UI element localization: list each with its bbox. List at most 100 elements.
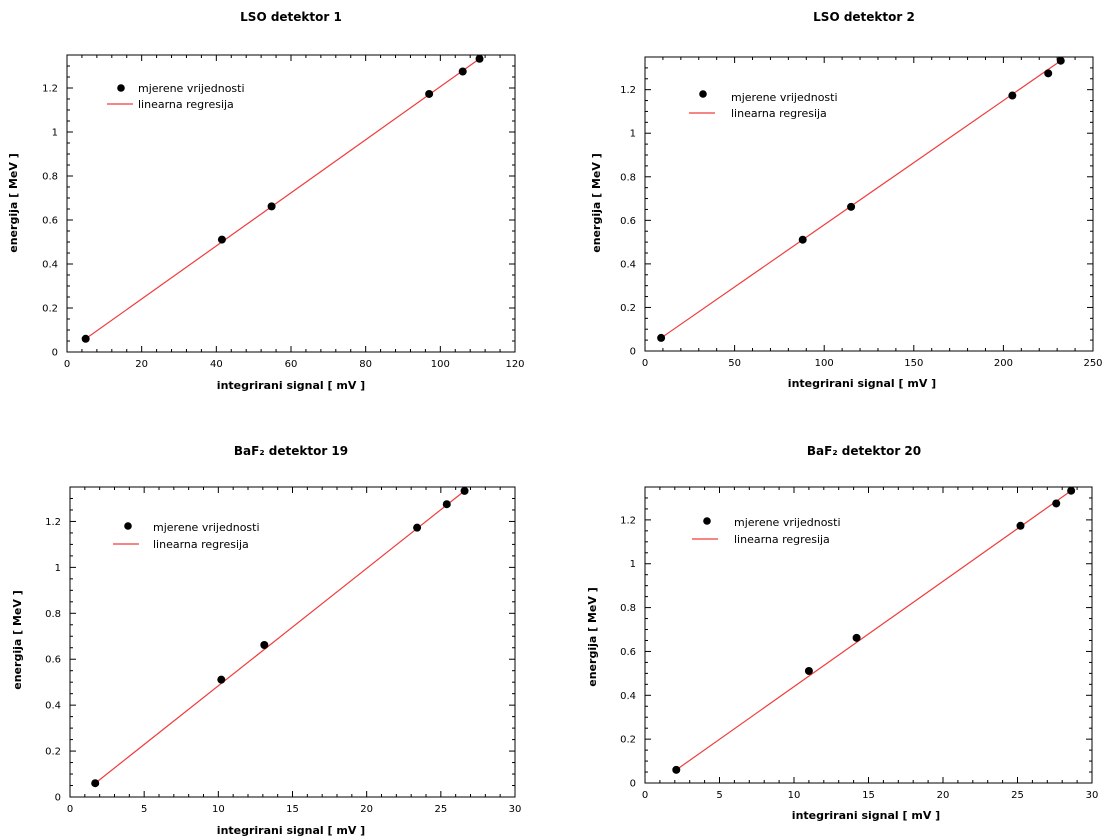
y-axis-label: energija [ MeV ] bbox=[7, 153, 20, 252]
chart-panel-baf2-19: BaF₂ detektor 19 integrirani signal [ mV… bbox=[11, 444, 521, 837]
x-tick-label: 20 bbox=[135, 359, 148, 370]
chart-panel-lso-2: LSO detektor 2 integrirani signal [ mV ]… bbox=[590, 10, 1103, 390]
x-axis-label: integrirani signal [ mV ] bbox=[792, 809, 940, 822]
data-point bbox=[799, 236, 807, 244]
chart-title: LSO detektor 2 bbox=[813, 10, 915, 24]
legend-label-points: mjerene vrijednosti bbox=[734, 516, 841, 529]
x-tick-label: 100 bbox=[431, 359, 450, 370]
y-tick-label: 0.2 bbox=[42, 304, 58, 315]
y-tick-label: 0.8 bbox=[620, 172, 636, 183]
legend-marker-points bbox=[124, 522, 132, 530]
data-point bbox=[847, 203, 855, 211]
y-tick-label: 1 bbox=[630, 129, 636, 140]
x-tick-label: 20 bbox=[360, 804, 373, 815]
chart-title: LSO detektor 1 bbox=[240, 10, 342, 24]
x-tick-label: 20 bbox=[937, 790, 950, 801]
y-tick-label: 0.4 bbox=[42, 260, 58, 271]
y-tick-label: 1.2 bbox=[620, 85, 636, 96]
x-tick-label: 200 bbox=[994, 358, 1013, 369]
data-point bbox=[1008, 92, 1016, 100]
y-tick-label: 0.2 bbox=[620, 735, 636, 746]
x-tick-label: 5 bbox=[716, 790, 722, 801]
x-axis-label: integrirani signal [ mV ] bbox=[788, 377, 936, 390]
data-point bbox=[657, 334, 665, 342]
chart-panel-lso-1: LSO detektor 1 integrirani signal [ mV ]… bbox=[7, 10, 525, 392]
y-tick-label: 0.6 bbox=[42, 216, 58, 227]
y-tick-label: 1 bbox=[52, 128, 58, 139]
y-tick-label: 0.4 bbox=[620, 691, 636, 702]
y-tick-label: 0 bbox=[630, 347, 636, 358]
data-point bbox=[1057, 57, 1065, 65]
y-tick-label: 0 bbox=[52, 348, 58, 359]
legend-label-fit: linearna regresija bbox=[731, 107, 827, 120]
data-point bbox=[1052, 499, 1060, 507]
x-tick-label: 50 bbox=[728, 358, 741, 369]
data-point bbox=[443, 500, 451, 508]
data-point bbox=[82, 335, 90, 343]
legend: mjerene vrijednosti linearna regresija bbox=[107, 82, 245, 111]
plot-frame bbox=[645, 57, 1093, 351]
x-tick-label: 10 bbox=[788, 790, 801, 801]
x-tick-label: 40 bbox=[210, 359, 223, 370]
chart-title: BaF₂ detektor 20 bbox=[807, 444, 921, 458]
regression-line bbox=[661, 61, 1061, 338]
x-axis-label: integrirani signal [ mV ] bbox=[217, 379, 365, 392]
y-axis-label: energija [ MeV ] bbox=[11, 590, 24, 689]
y-tick-label: 1.2 bbox=[620, 515, 636, 526]
legend-label-points: mjerene vrijednosti bbox=[153, 521, 260, 534]
data-point bbox=[853, 634, 861, 642]
y-tick-label: 0.6 bbox=[620, 647, 636, 658]
x-tick-label: 10 bbox=[212, 804, 225, 815]
y-tick-label: 0.2 bbox=[620, 303, 636, 314]
legend-label-fit: linearna regresija bbox=[153, 538, 249, 551]
legend-label-fit: linearna regresija bbox=[734, 533, 830, 546]
y-tick-label: 0.8 bbox=[45, 609, 61, 620]
x-tick-label: 5 bbox=[141, 804, 147, 815]
y-tick-label: 0.8 bbox=[42, 172, 58, 183]
legend-marker-points bbox=[703, 517, 711, 525]
x-tick-label: 15 bbox=[286, 804, 299, 815]
y-tick-label: 0.2 bbox=[45, 747, 61, 758]
legend-label-fit: linearna regresija bbox=[138, 98, 234, 111]
y-tick-label: 1 bbox=[630, 559, 636, 570]
y-tick-label: 0.4 bbox=[620, 259, 636, 270]
data-point bbox=[268, 202, 276, 210]
x-tick-label: 30 bbox=[1086, 790, 1099, 801]
data-point bbox=[260, 641, 268, 649]
data-point bbox=[91, 779, 99, 787]
legend-label-points: mjerene vrijednosti bbox=[138, 82, 245, 95]
legend: mjerene vrijednosti linearna regresija bbox=[689, 90, 838, 120]
data-point bbox=[1044, 69, 1052, 77]
legend: mjerene vrijednosti linearna regresija bbox=[113, 521, 260, 551]
legend-marker-points bbox=[699, 90, 707, 98]
legend-label-points: mjerene vrijednosti bbox=[731, 91, 838, 104]
x-tick-label: 25 bbox=[434, 804, 447, 815]
data-point bbox=[672, 766, 680, 774]
y-tick-label: 0.4 bbox=[45, 701, 61, 712]
x-tick-label: 80 bbox=[359, 359, 372, 370]
plot-frame bbox=[67, 55, 515, 352]
x-tick-label: 250 bbox=[1083, 358, 1102, 369]
x-tick-label: 100 bbox=[815, 358, 834, 369]
x-axis-label: integrirani signal [ mV ] bbox=[217, 824, 365, 837]
x-tick-label: 0 bbox=[642, 358, 648, 369]
x-tick-label: 150 bbox=[904, 358, 923, 369]
data-point bbox=[218, 236, 226, 244]
chart-panel-baf2-20: BaF₂ detektor 20 integrirani signal [ mV… bbox=[586, 444, 1098, 822]
data-point bbox=[805, 667, 813, 675]
data-point bbox=[413, 524, 421, 532]
data-point bbox=[459, 68, 467, 76]
y-tick-label: 0.6 bbox=[620, 216, 636, 227]
x-tick-label: 0 bbox=[67, 804, 73, 815]
x-tick-label: 25 bbox=[1011, 790, 1024, 801]
y-tick-label: 0 bbox=[55, 793, 61, 804]
y-tick-label: 1 bbox=[55, 563, 61, 574]
chart-title: BaF₂ detektor 19 bbox=[234, 444, 348, 458]
x-tick-label: 30 bbox=[509, 804, 522, 815]
data-point bbox=[217, 676, 225, 684]
regression-line bbox=[95, 491, 464, 783]
y-tick-label: 0.6 bbox=[45, 655, 61, 666]
x-tick-label: 120 bbox=[505, 359, 524, 370]
data-point bbox=[1016, 522, 1024, 530]
